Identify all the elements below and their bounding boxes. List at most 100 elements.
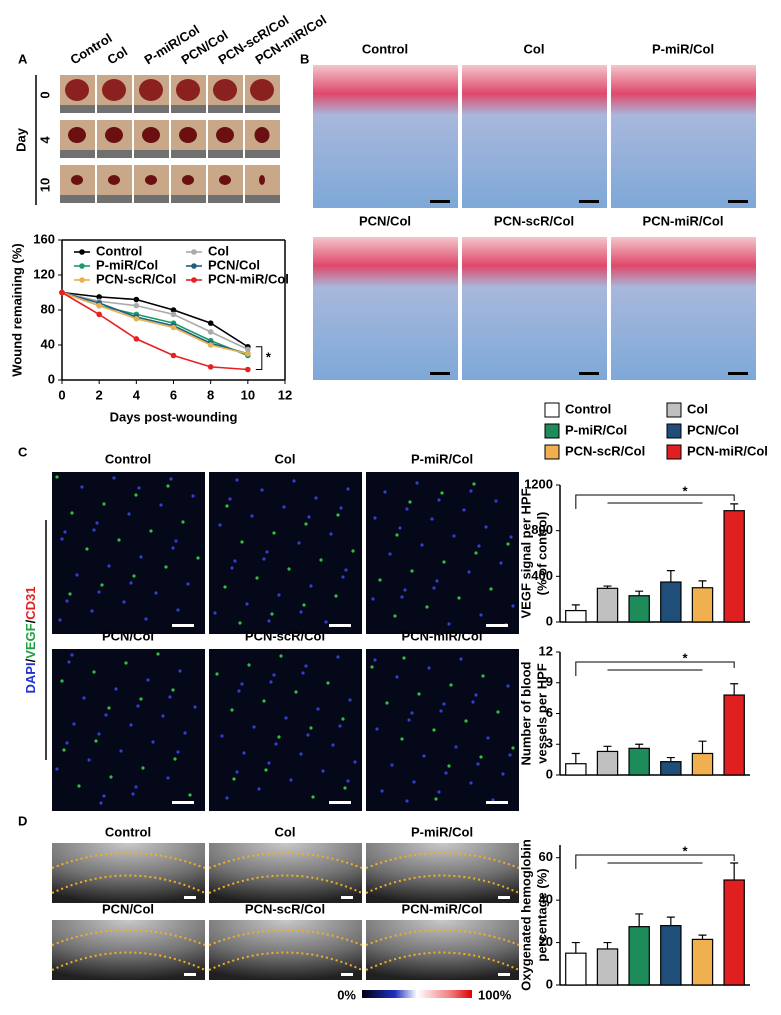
scale-bar: [184, 896, 196, 899]
cell: [235, 770, 239, 774]
series-marker: [245, 366, 251, 373]
cell: [385, 701, 389, 705]
error-bar: [698, 740, 707, 754]
cell: [68, 592, 72, 596]
wound: [102, 79, 126, 101]
cell: [287, 567, 291, 571]
wound: [71, 175, 83, 185]
cell: [336, 655, 340, 659]
cell: [346, 487, 350, 491]
cell: [454, 745, 458, 749]
cell: [351, 549, 355, 553]
y-tick-label: 160: [33, 231, 55, 246]
cell: [294, 690, 298, 694]
y-axis-label: vessels per HPF: [534, 663, 549, 764]
cell: [131, 792, 135, 796]
cell: [474, 551, 478, 555]
cell: [134, 493, 138, 497]
y-axis-label: Oxygenated hemoglobin: [518, 839, 533, 991]
legend-marker: [191, 249, 197, 255]
cell: [304, 664, 308, 668]
series-marker: [245, 350, 251, 357]
y-tick-label: 12: [539, 643, 553, 658]
cell: [168, 695, 172, 699]
y-tick-label: 20: [539, 934, 553, 949]
cell: [87, 758, 91, 762]
cell: [343, 786, 347, 790]
error-bar: [635, 743, 644, 749]
scale-bar: [498, 973, 510, 976]
image-label: PCN-miR/Col: [402, 901, 483, 916]
cell: [425, 605, 429, 609]
series-marker: [170, 352, 177, 359]
fluorescence-image: [209, 649, 362, 811]
legend-label: PCN/Col: [208, 257, 260, 272]
bar: [660, 581, 682, 623]
y-tick-label: 0: [546, 613, 553, 628]
cell: [80, 485, 84, 489]
cell: [489, 587, 493, 591]
cell: [169, 477, 173, 481]
cell: [141, 766, 145, 770]
scale-bar: [486, 624, 508, 627]
cell: [72, 722, 76, 726]
row-title: Day: [13, 127, 28, 152]
colorbar-label: 0%: [337, 987, 356, 1002]
wound: [250, 79, 274, 101]
error-bar: [571, 604, 580, 611]
error-bar: [603, 941, 612, 949]
error-bar: [666, 570, 675, 583]
stain-part: CD31: [23, 587, 38, 620]
cell: [102, 794, 106, 798]
cell: [90, 609, 94, 613]
cell: [408, 500, 412, 504]
bar: [723, 694, 745, 776]
cell: [67, 660, 71, 664]
legend-label: P-miR/Col: [565, 422, 627, 437]
cell: [129, 581, 133, 585]
cell: [432, 728, 436, 732]
cell: [370, 665, 374, 669]
bar: [723, 510, 745, 623]
cell: [232, 777, 236, 781]
wound: [68, 127, 86, 143]
cell: [442, 702, 446, 706]
cell: [309, 584, 313, 588]
bar: [628, 595, 650, 623]
cell: [100, 583, 104, 587]
cell: [144, 617, 148, 621]
cell: [311, 795, 315, 799]
wound: [108, 175, 120, 185]
scale-bar: [498, 896, 510, 899]
cell: [75, 573, 79, 577]
cell: [467, 570, 471, 574]
cell: [265, 550, 269, 554]
cell: [220, 734, 224, 738]
cell: [114, 687, 118, 691]
series-marker: [207, 342, 214, 348]
cell: [237, 689, 241, 693]
cell: [457, 596, 461, 600]
series-marker: [59, 289, 65, 296]
cell: [415, 481, 419, 485]
cell: [410, 711, 414, 715]
cell: [388, 552, 392, 556]
scale-bar: [341, 896, 353, 899]
cell: [326, 681, 330, 685]
cell: [348, 698, 352, 702]
legend-marker: [79, 249, 85, 255]
cell: [60, 537, 64, 541]
error-bar: [666, 916, 675, 926]
x-tick-label: 8: [207, 387, 214, 402]
image-label: P-miR/Col: [411, 824, 473, 839]
y-tick-label: 60: [539, 849, 553, 864]
y-tick-label: 0: [546, 976, 553, 991]
cell: [223, 585, 227, 589]
ruler: [60, 105, 95, 113]
wound: [142, 127, 160, 143]
cell: [230, 708, 234, 712]
ultrasound-image: [209, 843, 362, 903]
cell: [405, 799, 409, 803]
cell: [383, 490, 387, 494]
series-marker: [170, 324, 177, 331]
